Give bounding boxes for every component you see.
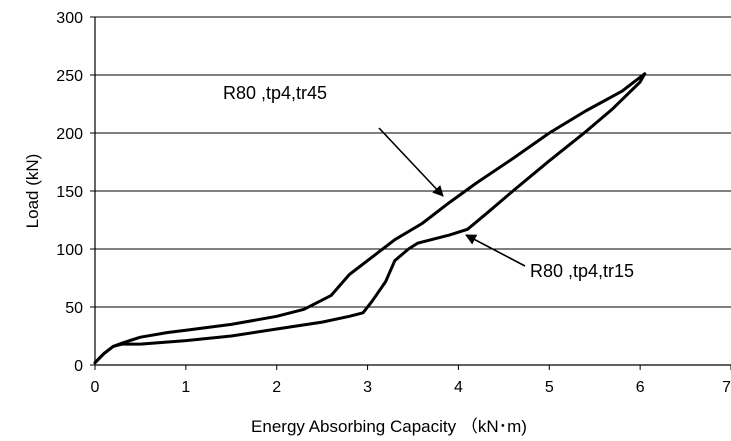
x-tick-label: 7 [722, 379, 731, 396]
y-tick-label: 300 [56, 10, 83, 27]
x-tick-label: 2 [272, 379, 281, 396]
x-axis-title: Energy Absorbing Capacity （kN･m) [251, 417, 527, 436]
series-line-tr15 [93, 72, 647, 365]
x-tick-label: 0 [91, 379, 100, 396]
y-tick-label: 200 [56, 126, 83, 143]
series-line-tr45 [93, 72, 647, 365]
y-tick-label: 50 [65, 300, 83, 317]
x-tick-label: 1 [181, 379, 190, 396]
annotation-arrow [378, 127, 444, 197]
y-tick-label: 100 [56, 242, 83, 259]
annotation-label: R80 ,tp4,tr45 [223, 83, 327, 103]
annotation-tr45: R80 ,tp4,tr45 [223, 83, 444, 197]
y-tick-label: 250 [56, 68, 83, 85]
axes [90, 16, 731, 370]
annotation-tr15: R80 ,tp4,tr15 [465, 234, 634, 281]
x-tick-label: 5 [545, 379, 554, 396]
y-tick-label: 0 [74, 358, 83, 375]
tick-labels: 0 50 100 150 200 250 300 0 1 2 3 4 5 6 7 [56, 10, 731, 396]
annotation-label: R80 ,tp4,tr15 [530, 261, 634, 281]
annotation-arrow [465, 234, 526, 267]
x-tick-label: 3 [363, 379, 372, 396]
x-tick-label: 4 [454, 379, 463, 396]
y-axis-title: Load (kN) [23, 154, 42, 229]
x-tick-label: 6 [636, 379, 645, 396]
gridlines [95, 16, 731, 308]
series-group [93, 72, 647, 365]
y-tick-label: 150 [56, 184, 83, 201]
